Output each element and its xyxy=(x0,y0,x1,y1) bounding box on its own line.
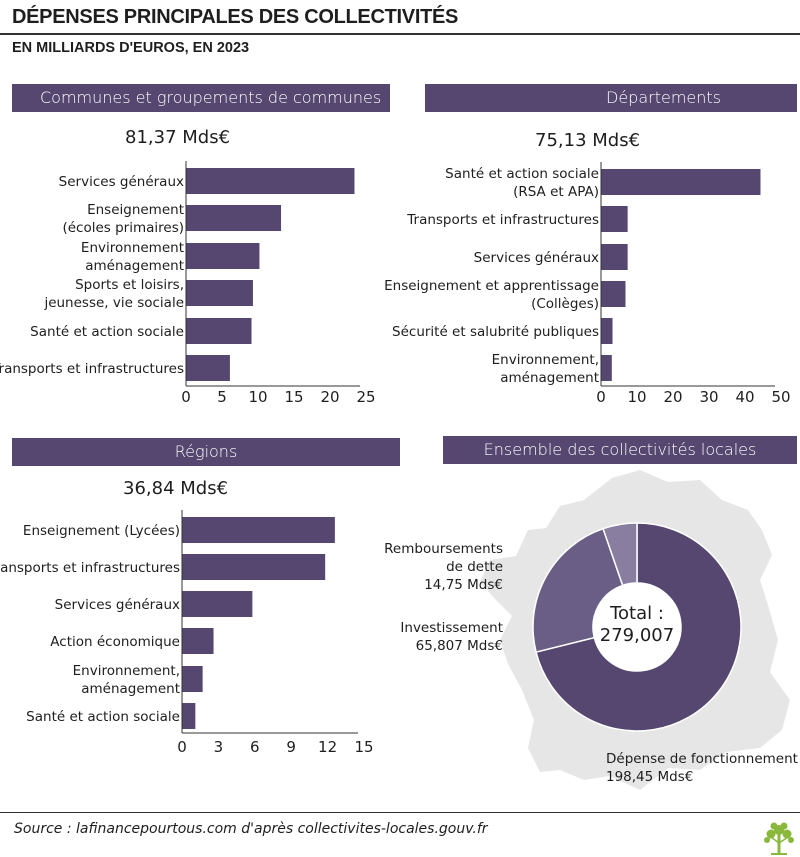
communes-chart: Services généraux Enseignement (écoles pri… xyxy=(0,161,376,406)
donut-center-label: Total : xyxy=(609,603,664,624)
departements-total: 75,13 Mds€ xyxy=(535,130,641,151)
category-label: (Collèges) xyxy=(531,296,599,312)
category-label: Services généraux xyxy=(474,250,599,266)
bar-departements-2 xyxy=(601,244,628,270)
category-label: Action économique xyxy=(50,634,180,650)
x-tick-label: 0 xyxy=(177,738,187,756)
ensemble-donut-chart: Total :279,007 Dépense de fonctionnement 1… xyxy=(384,522,798,785)
departements-banner: Départements xyxy=(425,84,797,112)
category-label: (écoles primaires) xyxy=(62,220,184,236)
x-tick-label: 10 xyxy=(248,388,267,406)
donut-slice-label: 14,75 Mds€ xyxy=(424,577,503,593)
category-label: Environnement xyxy=(81,240,184,256)
source-note: Source : lafinancepourtous.com d'après c… xyxy=(14,821,488,837)
x-tick-label: 20 xyxy=(663,388,682,406)
donut-slice-label: Remboursements xyxy=(384,541,503,557)
bar-regions-1 xyxy=(182,554,326,580)
x-tick-label: 30 xyxy=(699,388,718,406)
bar-departements-1 xyxy=(601,206,628,232)
bar-departements-3 xyxy=(601,281,626,307)
page-subtitle: EN MILLIARDS D'EUROS, EN 2023 xyxy=(12,40,250,56)
x-tick-label: 9 xyxy=(286,738,296,756)
donut-slice-label: Dépense de fonctionnement xyxy=(606,751,798,767)
regions-chart: Enseignement (Lycées) Transports et infra… xyxy=(0,510,374,756)
category-label: Services généraux xyxy=(55,597,180,613)
x-tick-label: 50 xyxy=(771,388,790,406)
x-tick-label: 3 xyxy=(214,738,224,756)
footer-divider xyxy=(0,812,800,813)
category-label: Santé et action sociale xyxy=(445,166,599,182)
x-tick-label: 15 xyxy=(284,388,303,406)
tree-logo-icon xyxy=(764,822,794,855)
category-label: Environnement, xyxy=(492,352,599,368)
ensemble-banner: Ensemble des collectivités locales xyxy=(443,436,797,464)
bar-regions-0 xyxy=(182,517,335,543)
category-label: jeunesse, vie sociale xyxy=(43,295,184,311)
bar-communes-0 xyxy=(186,168,355,194)
x-tick-label: 25 xyxy=(356,388,375,406)
bar-communes-1 xyxy=(186,205,282,231)
bar-communes-5 xyxy=(186,355,230,381)
x-tick-label: 12 xyxy=(318,738,337,756)
donut-slice-label: 65,807 Mds€ xyxy=(416,638,503,654)
regions-total: 36,84 Mds€ xyxy=(123,478,229,499)
category-label: Sports et loisirs, xyxy=(75,277,184,293)
category-label: Environnement, xyxy=(73,663,180,679)
x-tick-label: 20 xyxy=(320,388,339,406)
donut-slice-label: de dette xyxy=(446,559,503,575)
communes-total: 81,37 Mds€ xyxy=(125,127,231,148)
donut-slice-label: Investissement xyxy=(400,620,503,636)
bar-communes-3 xyxy=(186,280,253,306)
page-title: DÉPENSES PRINCIPALES DES COLLECTIVITÉS xyxy=(12,6,459,28)
donut-hole xyxy=(593,583,681,671)
bar-regions-2 xyxy=(182,591,253,617)
x-tick-label: 6 xyxy=(250,738,260,756)
communes-banner: Communes et groupements de communes xyxy=(12,84,390,112)
category-label: Enseignement (Lycées) xyxy=(23,523,180,539)
category-label: Santé et action sociale xyxy=(30,324,184,340)
category-label: Enseignement et apprentissage xyxy=(384,278,599,294)
category-label: aménagement xyxy=(85,258,184,274)
x-tick-label: 15 xyxy=(354,738,373,756)
regions-banner: Régions xyxy=(12,438,400,466)
x-tick-label: 5 xyxy=(217,388,227,406)
x-tick-label: 0 xyxy=(181,388,191,406)
bar-communes-4 xyxy=(186,318,252,344)
category-label: aménagement xyxy=(81,681,180,697)
x-tick-label: 10 xyxy=(627,388,646,406)
bar-departements-5 xyxy=(601,355,612,381)
bar-departements-0 xyxy=(601,169,761,195)
x-tick-label: 40 xyxy=(735,388,754,406)
donut-slice-label: 198,45 Mds€ xyxy=(606,769,693,785)
category-label: Santé et action sociale xyxy=(26,709,180,725)
bar-communes-2 xyxy=(186,243,260,269)
donut-center-value: 279,007 xyxy=(600,625,674,646)
category-label: (RSA et APA) xyxy=(513,184,599,200)
category-label: aménagement xyxy=(500,370,599,386)
category-label: Enseignement xyxy=(87,202,184,218)
category-label: Transports et infrastructures xyxy=(0,560,180,576)
bar-departements-4 xyxy=(601,318,613,344)
category-label: Sécurité et salubrité publiques xyxy=(392,324,599,340)
title-divider xyxy=(0,33,800,35)
departements-chart: Santé et action sociale (RSA et APA) Trans… xyxy=(384,162,791,406)
category-label: Transports et infrastructures xyxy=(406,212,599,228)
bar-regions-4 xyxy=(182,666,203,692)
bar-regions-5 xyxy=(182,703,196,729)
category-label: Transports et infrastructures xyxy=(0,361,184,377)
bar-regions-3 xyxy=(182,628,214,654)
x-tick-label: 0 xyxy=(596,388,606,406)
category-label: Services généraux xyxy=(59,174,184,190)
